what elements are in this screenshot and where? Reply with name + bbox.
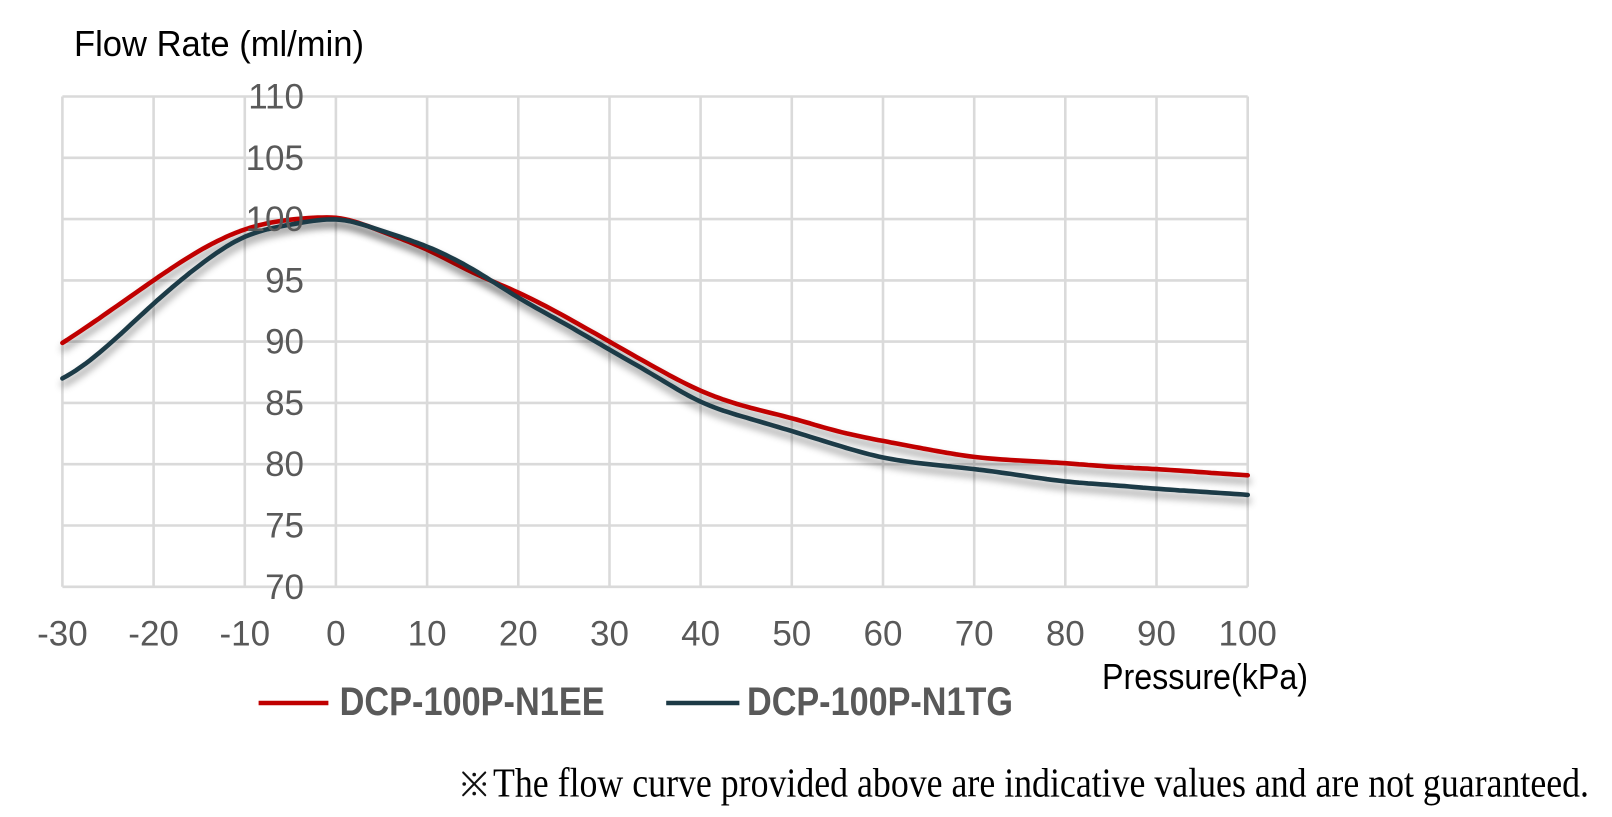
- svg-text:10: 10: [408, 615, 447, 654]
- svg-text:100: 100: [246, 200, 304, 239]
- svg-text:70: 70: [265, 568, 304, 607]
- svg-text:30: 30: [590, 615, 629, 654]
- svg-text:90: 90: [1137, 615, 1176, 654]
- svg-text:Pressure(kPa): Pressure(kPa): [1102, 656, 1308, 697]
- svg-text:20: 20: [499, 615, 538, 654]
- svg-text:DCP-100P-N1EE: DCP-100P-N1EE: [340, 680, 605, 724]
- svg-text:80: 80: [1046, 615, 1085, 654]
- svg-text:80: 80: [265, 445, 304, 484]
- svg-text:-20: -20: [128, 615, 179, 654]
- svg-text:The flow curve provided above: The flow curve provided above are indica…: [493, 760, 1589, 806]
- svg-text:60: 60: [864, 615, 903, 654]
- svg-text:75: 75: [265, 507, 304, 546]
- svg-text:110: 110: [248, 78, 304, 117]
- svg-text:95: 95: [265, 261, 304, 300]
- svg-text:0: 0: [326, 615, 345, 654]
- svg-text:50: 50: [772, 615, 811, 654]
- svg-text:90: 90: [265, 323, 304, 362]
- svg-text:100: 100: [1218, 615, 1276, 654]
- svg-text:85: 85: [265, 384, 304, 423]
- svg-text:40: 40: [681, 615, 720, 654]
- svg-text:DCP-100P-N1TG: DCP-100P-N1TG: [747, 680, 1013, 724]
- svg-text:Flow Rate (ml/min): Flow Rate (ml/min): [74, 23, 364, 64]
- svg-text:-10: -10: [220, 615, 271, 654]
- svg-text:-30: -30: [37, 615, 88, 654]
- svg-text:105: 105: [246, 139, 304, 178]
- svg-text:70: 70: [955, 615, 994, 654]
